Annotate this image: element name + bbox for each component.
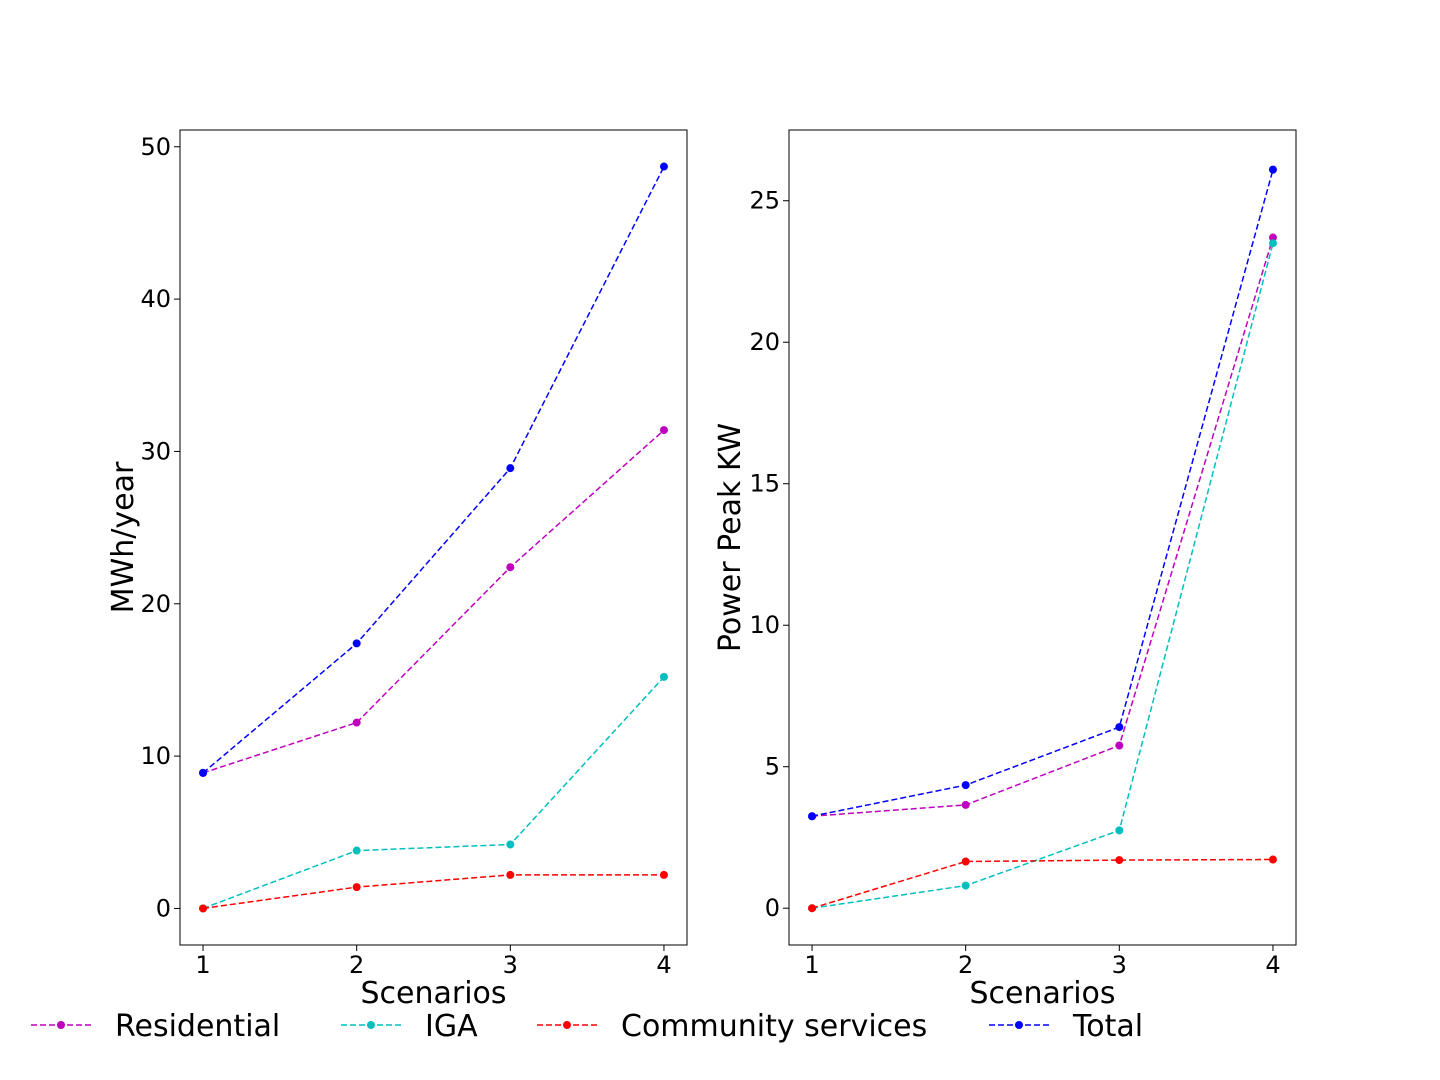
y-tick-label: 10 <box>749 611 780 639</box>
series-line-residential <box>811 237 1274 817</box>
data-point-residential <box>1268 233 1277 242</box>
data-point-community-services <box>961 857 970 866</box>
y-tick-label: 5 <box>765 753 780 781</box>
x-tick-label: 4 <box>656 951 671 979</box>
legend-label: Residential <box>115 1009 280 1044</box>
legend-item-residential: Residential <box>31 1009 280 1044</box>
plot-frame <box>179 129 688 946</box>
data-point-community-services <box>1268 855 1277 864</box>
y-tick-label: 40 <box>140 285 171 313</box>
series-line-community-services <box>202 874 664 910</box>
legend-label: Community services <box>621 1009 927 1044</box>
data-point-iga <box>506 840 515 849</box>
data-point-community-services <box>352 883 361 892</box>
y-tick-label: 25 <box>749 187 780 215</box>
chart-panel-2: 1 2 3 4 0 5 10 15 20 25 Scenarios Power Peak KW <box>713 129 1297 1011</box>
series-line-total <box>811 169 1274 817</box>
data-point-residential <box>1115 741 1124 750</box>
series-line-community-services <box>811 858 1274 909</box>
x-tick-label: 1 <box>195 951 210 979</box>
data-point-total <box>1115 723 1124 732</box>
legend-swatch-marker <box>1015 1021 1023 1029</box>
legend-item-iga: IGA <box>341 1009 478 1044</box>
data-point-community-services <box>199 904 208 913</box>
y-tick-label: 50 <box>140 133 171 161</box>
y-axis-label: MWh/year <box>106 461 141 613</box>
legend-swatch-marker <box>57 1021 65 1029</box>
data-point-iga <box>659 672 668 681</box>
legend-label: Total <box>1072 1009 1143 1044</box>
data-point-total <box>199 768 208 777</box>
x-tick-label: 3 <box>1112 951 1127 979</box>
series-line-iga <box>811 243 1274 909</box>
y-tick-label: 0 <box>765 894 780 922</box>
legend-item-total: Total <box>989 1009 1143 1044</box>
data-point-community-services <box>506 870 515 879</box>
data-point-total <box>352 639 361 648</box>
legend-swatch-marker <box>563 1021 571 1029</box>
data-point-community-services <box>1115 856 1124 865</box>
y-tick-label: 10 <box>140 742 171 770</box>
x-axis-label: Scenarios <box>360 976 506 1011</box>
y-tick-label: 15 <box>749 470 780 498</box>
legend: Residential IGA Community services Total <box>31 1009 1143 1044</box>
data-point-iga <box>1268 239 1277 248</box>
series-line-iga <box>202 676 665 910</box>
data-point-residential <box>961 800 970 809</box>
data-point-iga <box>352 846 361 855</box>
plot-frame <box>788 129 1297 946</box>
data-point-community-services <box>659 870 668 879</box>
series-line-total <box>202 166 665 774</box>
data-point-total <box>1268 165 1277 174</box>
legend-label: IGA <box>425 1009 478 1044</box>
data-point-total <box>506 464 515 473</box>
x-tick-label: 2 <box>958 951 973 979</box>
data-point-iga <box>961 881 970 890</box>
data-point-total <box>659 162 668 171</box>
data-point-iga <box>1115 826 1124 835</box>
x-tick-label: 3 <box>503 951 518 979</box>
data-point-total <box>961 781 970 790</box>
data-point-residential <box>506 563 515 572</box>
legend-item-community-services: Community services <box>537 1009 927 1044</box>
x-axis-label: Scenarios <box>969 976 1115 1011</box>
data-point-total <box>808 812 817 821</box>
x-tick-label: 2 <box>349 951 364 979</box>
legend-swatch-marker <box>367 1021 375 1029</box>
y-axis-label: Power Peak KW <box>713 423 748 652</box>
data-point-residential <box>352 718 361 727</box>
y-tick-label: 30 <box>140 437 171 465</box>
data-point-community-services <box>808 904 817 913</box>
y-tick-label: 20 <box>140 590 171 618</box>
y-tick-label: 20 <box>749 328 780 356</box>
y-tick-label: 0 <box>156 894 171 922</box>
x-tick-label: 1 <box>804 951 819 979</box>
x-tick-label: 4 <box>1265 951 1280 979</box>
series-line-residential <box>202 429 665 774</box>
data-point-residential <box>659 426 668 435</box>
